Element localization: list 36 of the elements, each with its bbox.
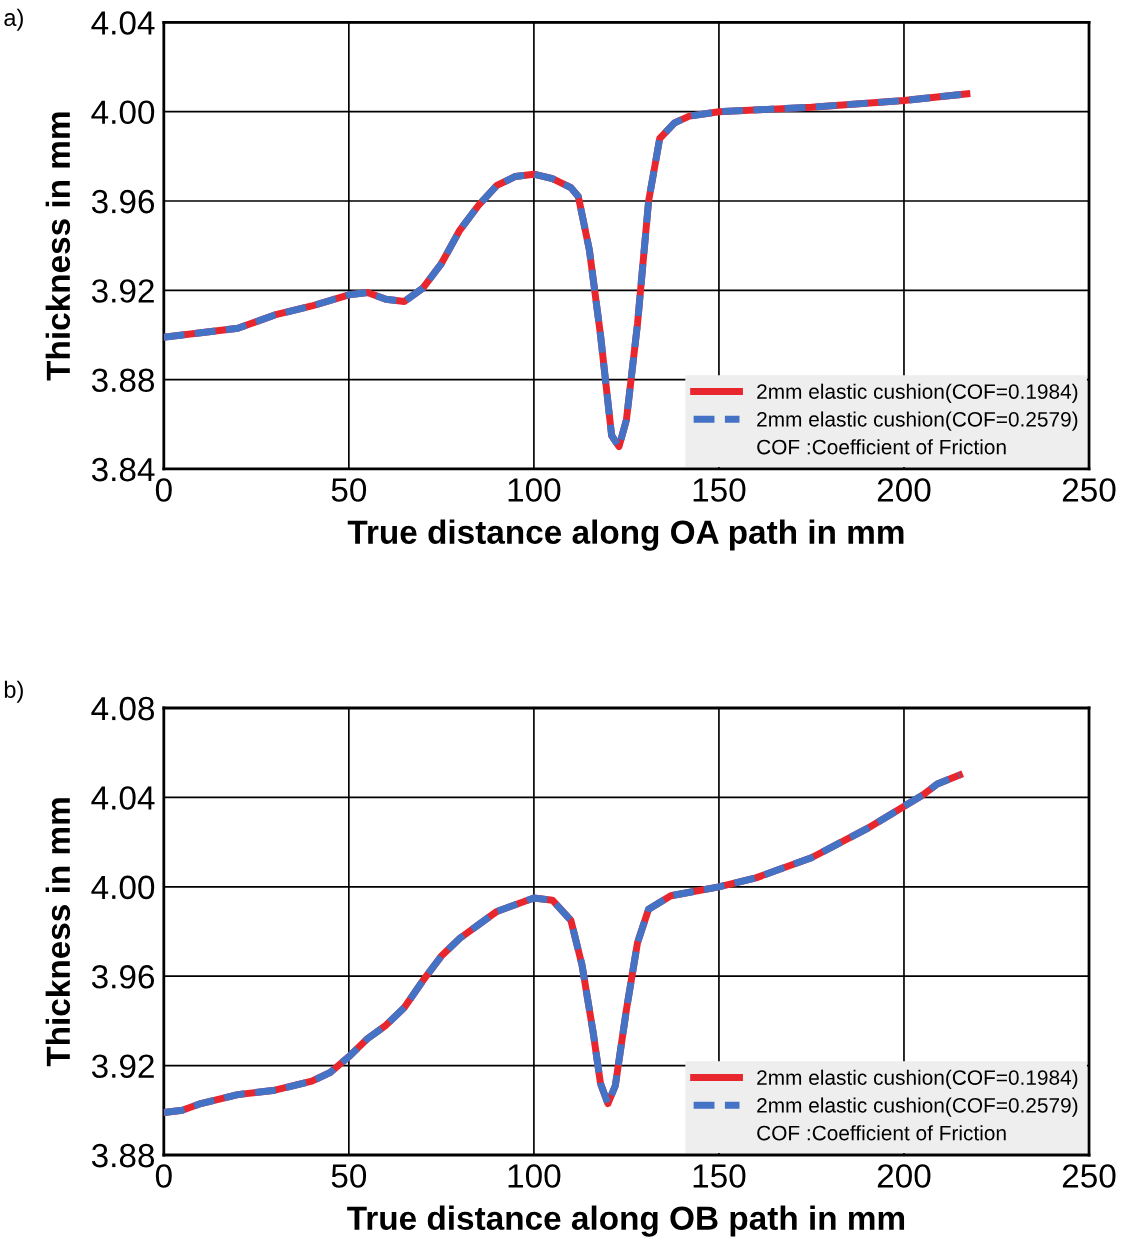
y-tick-label: 3.96 [91,965,155,989]
y-tick-label: 4.08 [91,696,155,721]
x-axis-title: True distance along OA path in mm [347,519,904,551]
legend-label: 2mm elastic cushion(COF=0.2579) [757,411,1078,431]
y-tick-label: 3.88 [91,1143,155,1168]
text: a) [4,8,23,31]
y-axis-title: Thickness in mm [45,798,71,1067]
y-tick-label: 4.04 [91,11,155,35]
text: b) [4,680,23,703]
legend-label: 2mm elastic cushion(COF=0.1984) [757,1069,1078,1090]
y-tick-label: 4.00 [91,100,155,125]
x-tick-label: 50 [331,478,367,502]
x-tick-label: 200 [877,1164,931,1188]
x-tick-label: 0 [155,478,172,502]
y-tick-label: 3.96 [91,189,155,214]
x-axis-title: True distance along OB path in mm [347,1205,905,1237]
x-tick-label: 100 [508,1164,561,1188]
legend-label: 2mm elastic cushion(COF=0.2579) [757,1097,1078,1117]
y-tick-label: 3.92 [91,279,154,303]
y-tick-label: 3.88 [91,368,155,393]
legend-label: 2mm elastic cushion(COF=0.1984) [757,383,1078,404]
x-tick-label: 250 [1062,478,1116,502]
x-tick-label: 100 [508,478,561,502]
x-tick-label: 150 [693,1164,746,1188]
y-tick-label: 3.92 [91,1054,154,1079]
x-tick-label: 150 [693,478,746,502]
y-tick-label: 3.84 [91,457,155,482]
annotation: COF :Coefficient of Friction [757,439,1006,455]
x-tick-label: 250 [1062,1164,1116,1188]
annotation: COF :Coefficient of Friction [757,1125,1006,1141]
x-tick-label: 0 [155,1164,172,1188]
y-axis-title: Thickness in mm [45,112,71,381]
y-tick-label: 4.04 [91,786,155,810]
x-tick-label: 200 [877,478,931,502]
y-tick-label: 4.00 [91,875,155,900]
x-tick-label: 50 [331,1164,367,1188]
